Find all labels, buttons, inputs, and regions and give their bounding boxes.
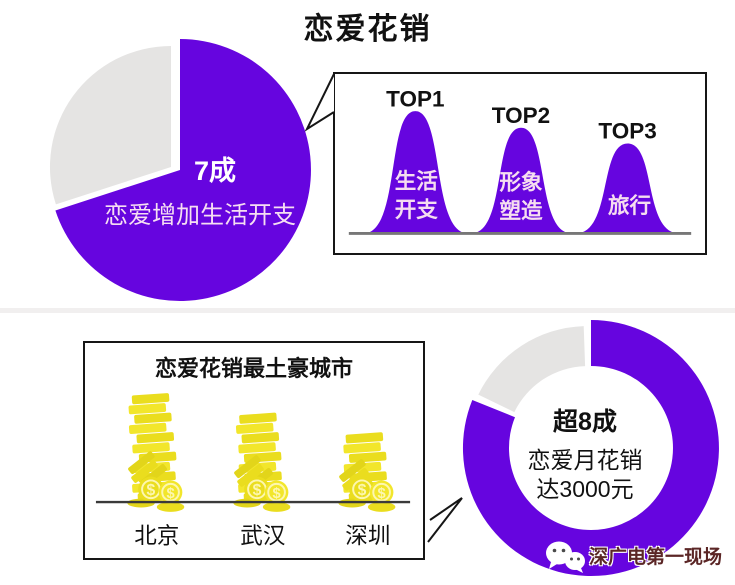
hill-shape-top3 <box>575 143 680 234</box>
cities-box: 恋爱花销最土豪城市 <box>83 341 425 560</box>
pie-value-label: 7成 <box>193 156 237 186</box>
brand-watermark: 深广电第一现场 <box>589 547 723 568</box>
hill-label-top1-line2: 开支 <box>395 198 439 222</box>
dollar-coin-icon: $ <box>349 476 375 503</box>
city-label-beijing: 北京 <box>134 523 179 548</box>
donut-caption-line2: 达3000元 <box>536 476 634 502</box>
dollar-coin-icon: $ <box>369 480 394 505</box>
page-title: 恋爱花销 <box>303 13 432 46</box>
donut-slice-other <box>478 326 586 413</box>
donut-chart <box>462 320 719 576</box>
city-label-shenzhen: 深圳 <box>345 523 390 548</box>
donut-value-label: 超8成 <box>553 408 617 436</box>
cities-graphic: $ $ <box>95 393 411 548</box>
svg-text:$: $ <box>166 486 174 502</box>
donut-center-text: 超8成 恋爱月花销 达3000元 <box>499 402 671 504</box>
svg-text:$: $ <box>358 482 367 499</box>
callout-pointer-top-icon <box>304 73 335 132</box>
pie-slice-other <box>49 45 171 205</box>
coin-stack-shenzhen: $ $ <box>338 432 396 512</box>
hill-shape-top2 <box>471 127 572 234</box>
pie-chart <box>49 39 311 301</box>
coin-stack-wuhan: $ $ <box>233 412 291 512</box>
svg-text:$: $ <box>272 486 280 502</box>
hill-label-top1-line1: 生活 <box>395 169 438 193</box>
hill-label-top2-line2: 塑造 <box>499 199 543 223</box>
top-categories-graphic: TOP1 TOP2 TOP3 生活 开支 形象 塑造 旅行 <box>348 86 692 235</box>
rank-label-top1: TOP1 <box>386 86 444 111</box>
top-categories-box: TOP1 TOP2 TOP3 生活 开支 形象 塑造 旅行 <box>333 72 707 255</box>
rank-label-top3: TOP3 <box>598 119 656 144</box>
pie-slice-main <box>55 39 311 301</box>
rank-label-top2: TOP2 <box>492 103 550 128</box>
svg-text:$: $ <box>253 482 262 499</box>
dollar-coin-icon: $ <box>158 480 183 505</box>
hill-label-top3: 旅行 <box>608 193 651 218</box>
donut-caption-line1: 恋爱月花销 <box>527 447 643 473</box>
svg-text:$: $ <box>378 486 386 502</box>
donut-slice-main <box>462 320 719 576</box>
cities-box-title: 恋爱花销最土豪城市 <box>154 356 353 381</box>
hill-shape-top1 <box>363 111 469 234</box>
pie-caption: 恋爱增加生活开支 <box>104 202 296 229</box>
hill-label-top2-line1: 形象 <box>499 169 543 194</box>
dollar-coin-icon: $ <box>264 480 289 505</box>
svg-text:$: $ <box>147 482 156 499</box>
callout-pointer-bottom-icon <box>427 497 463 543</box>
coin-stack-beijing: $ $ <box>127 393 185 512</box>
city-label-wuhan: 武汉 <box>240 523 285 548</box>
wechat-icon <box>546 541 585 573</box>
section-divider <box>0 308 735 313</box>
